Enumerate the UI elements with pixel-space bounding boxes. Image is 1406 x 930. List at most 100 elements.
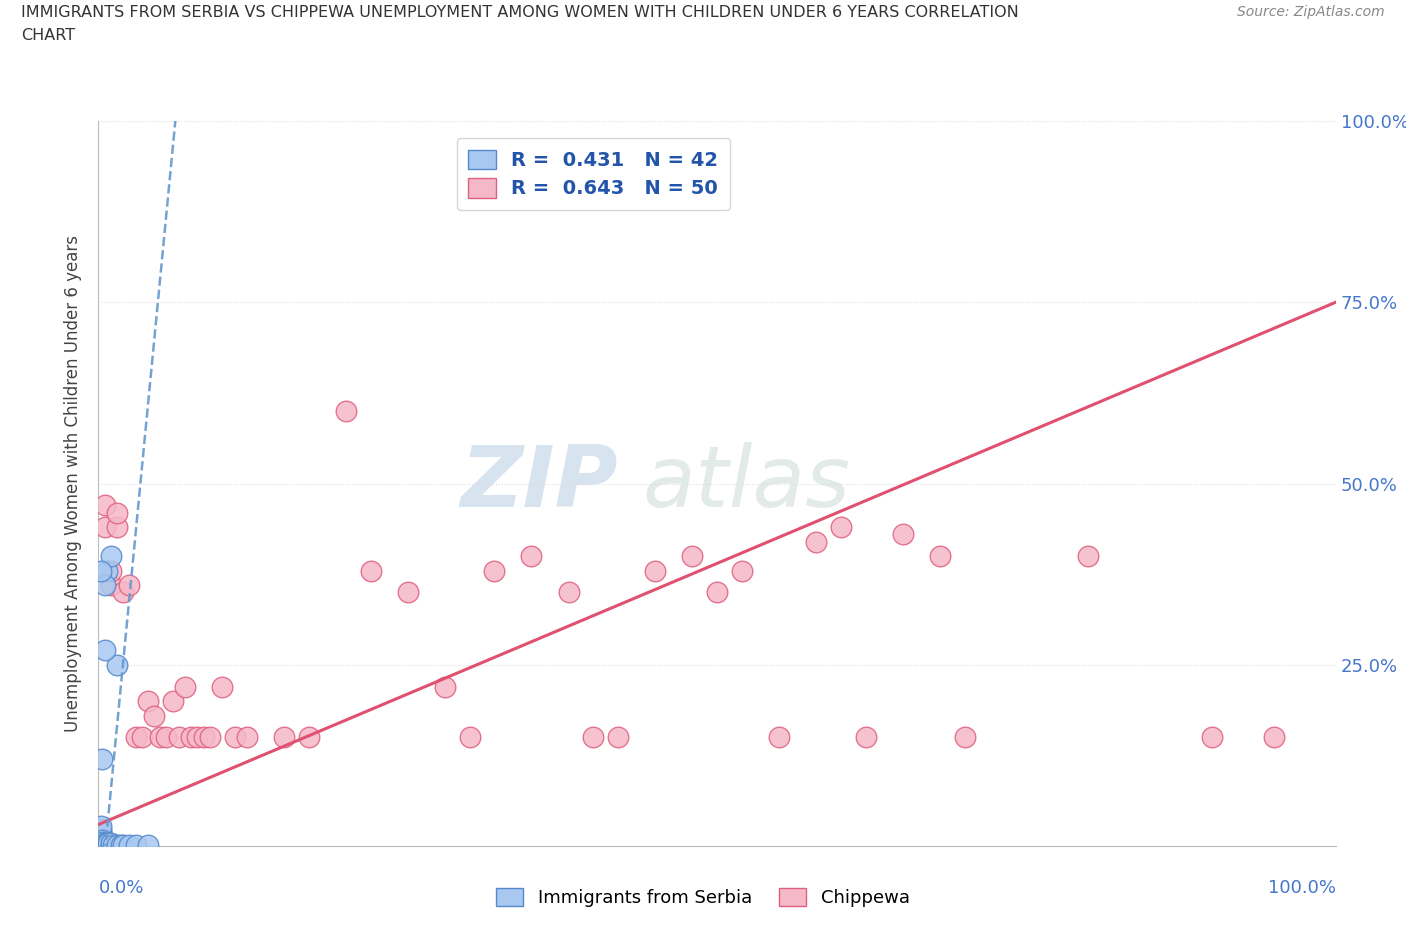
Point xyxy=(136,837,159,852)
Point xyxy=(93,837,115,852)
Text: 0.0%: 0.0% xyxy=(98,879,143,897)
Point xyxy=(731,564,754,578)
Point xyxy=(174,679,197,694)
Point xyxy=(124,837,146,852)
Point xyxy=(90,836,112,851)
Point xyxy=(90,829,112,844)
Y-axis label: Unemployment Among Women with Children Under 6 years: Unemployment Among Women with Children U… xyxy=(65,235,83,732)
Point xyxy=(93,836,115,851)
Point xyxy=(644,564,666,578)
Point xyxy=(1077,549,1099,564)
Point xyxy=(90,833,112,848)
Point xyxy=(93,520,115,535)
Point xyxy=(520,549,543,564)
Point xyxy=(1201,730,1223,745)
Point xyxy=(96,564,118,578)
Point xyxy=(103,837,125,852)
Point xyxy=(91,834,114,849)
Point xyxy=(1263,730,1285,745)
Point xyxy=(90,821,112,836)
Point xyxy=(118,837,141,852)
Point xyxy=(681,549,703,564)
Point xyxy=(124,730,146,745)
Point xyxy=(96,837,118,852)
Point xyxy=(186,730,208,745)
Point xyxy=(112,837,135,852)
Point xyxy=(93,498,115,512)
Point xyxy=(433,679,456,694)
Text: atlas: atlas xyxy=(643,442,851,525)
Point xyxy=(396,585,419,600)
Point xyxy=(90,828,112,843)
Point xyxy=(557,585,579,600)
Point xyxy=(928,549,950,564)
Point xyxy=(136,694,159,709)
Point xyxy=(211,679,233,694)
Point xyxy=(162,694,184,709)
Point xyxy=(706,585,728,600)
Point xyxy=(298,730,321,745)
Point xyxy=(804,534,827,549)
Point xyxy=(93,578,115,592)
Point xyxy=(953,730,976,745)
Text: ZIP: ZIP xyxy=(460,442,619,525)
Point xyxy=(90,837,112,852)
Point xyxy=(149,730,172,745)
Point xyxy=(167,730,190,745)
Text: 100.0%: 100.0% xyxy=(1268,879,1336,897)
Point xyxy=(112,585,135,600)
Point xyxy=(830,520,852,535)
Point xyxy=(93,837,115,852)
Point xyxy=(97,837,120,852)
Point xyxy=(90,818,112,833)
Point xyxy=(582,730,605,745)
Point xyxy=(94,836,117,851)
Point xyxy=(131,730,153,745)
Point xyxy=(90,826,112,841)
Point xyxy=(91,833,114,848)
Point xyxy=(97,836,120,851)
Point xyxy=(891,527,914,542)
Point xyxy=(143,709,166,724)
Point xyxy=(110,837,132,852)
Point xyxy=(90,830,112,845)
Point xyxy=(105,837,128,852)
Point xyxy=(360,564,382,578)
Point xyxy=(236,730,259,745)
Legend: R =  0.431   N = 42, R =  0.643   N = 50: R = 0.431 N = 42, R = 0.643 N = 50 xyxy=(457,138,730,210)
Point xyxy=(94,837,117,852)
Point xyxy=(193,730,215,745)
Point xyxy=(224,730,246,745)
Point xyxy=(100,578,122,592)
Point xyxy=(105,520,128,535)
Point xyxy=(90,831,112,846)
Legend: Immigrants from Serbia, Chippewa: Immigrants from Serbia, Chippewa xyxy=(488,879,918,916)
Point xyxy=(335,404,357,418)
Point xyxy=(100,837,122,852)
Point xyxy=(100,564,122,578)
Point xyxy=(458,730,481,745)
Point xyxy=(180,730,202,745)
Point xyxy=(93,643,115,658)
Text: IMMIGRANTS FROM SERBIA VS CHIPPEWA UNEMPLOYMENT AMONG WOMEN WITH CHILDREN UNDER : IMMIGRANTS FROM SERBIA VS CHIPPEWA UNEMP… xyxy=(21,5,1019,20)
Point xyxy=(100,836,122,851)
Point xyxy=(155,730,177,745)
Point xyxy=(90,824,112,839)
Point xyxy=(198,730,221,745)
Point xyxy=(90,834,112,849)
Point xyxy=(607,730,630,745)
Point xyxy=(93,836,115,851)
Point xyxy=(273,730,295,745)
Point xyxy=(855,730,877,745)
Point xyxy=(105,658,128,672)
Point xyxy=(91,837,114,852)
Point xyxy=(91,836,114,851)
Point xyxy=(768,730,790,745)
Text: Source: ZipAtlas.com: Source: ZipAtlas.com xyxy=(1237,5,1385,19)
Text: CHART: CHART xyxy=(21,28,75,43)
Point xyxy=(105,505,128,520)
Point xyxy=(118,578,141,592)
Point xyxy=(90,564,112,578)
Point xyxy=(91,751,114,766)
Point xyxy=(93,834,115,849)
